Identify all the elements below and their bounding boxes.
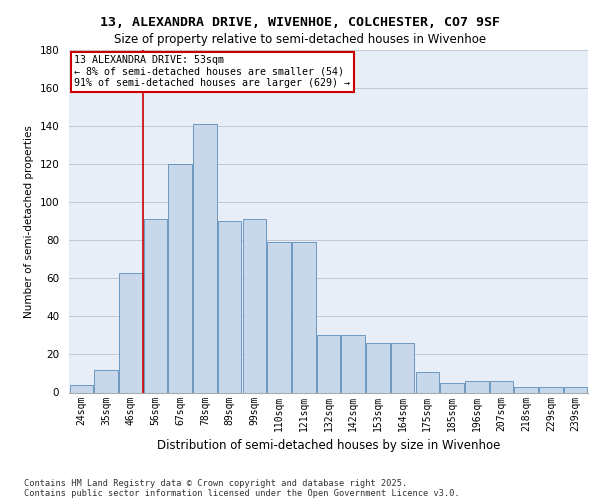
X-axis label: Distribution of semi-detached houses by size in Wivenhoe: Distribution of semi-detached houses by … bbox=[157, 439, 500, 452]
Bar bbox=[317, 336, 340, 392]
Bar bbox=[218, 221, 241, 392]
Text: Size of property relative to semi-detached houses in Wivenhoe: Size of property relative to semi-detach… bbox=[114, 32, 486, 46]
Bar bbox=[292, 242, 316, 392]
Bar bbox=[514, 387, 538, 392]
Text: 13, ALEXANDRA DRIVE, WIVENHOE, COLCHESTER, CO7 9SF: 13, ALEXANDRA DRIVE, WIVENHOE, COLCHESTE… bbox=[100, 16, 500, 29]
Bar bbox=[94, 370, 118, 392]
Bar bbox=[440, 383, 464, 392]
Bar bbox=[416, 372, 439, 392]
Bar bbox=[539, 387, 563, 392]
Text: 13 ALEXANDRA DRIVE: 53sqm
← 8% of semi-detached houses are smaller (54)
91% of s: 13 ALEXANDRA DRIVE: 53sqm ← 8% of semi-d… bbox=[74, 55, 350, 88]
Bar bbox=[169, 164, 192, 392]
Bar bbox=[564, 387, 587, 392]
Y-axis label: Number of semi-detached properties: Number of semi-detached properties bbox=[24, 125, 34, 318]
Bar bbox=[268, 242, 291, 392]
Text: Contains HM Land Registry data © Crown copyright and database right 2025.: Contains HM Land Registry data © Crown c… bbox=[24, 478, 407, 488]
Bar bbox=[242, 220, 266, 392]
Bar bbox=[366, 343, 389, 392]
Bar bbox=[341, 336, 365, 392]
Bar bbox=[70, 385, 93, 392]
Bar bbox=[490, 381, 513, 392]
Text: Contains public sector information licensed under the Open Government Licence v3: Contains public sector information licen… bbox=[24, 490, 460, 498]
Bar bbox=[119, 272, 143, 392]
Bar bbox=[144, 220, 167, 392]
Bar bbox=[465, 381, 488, 392]
Bar bbox=[391, 343, 415, 392]
Bar bbox=[193, 124, 217, 392]
